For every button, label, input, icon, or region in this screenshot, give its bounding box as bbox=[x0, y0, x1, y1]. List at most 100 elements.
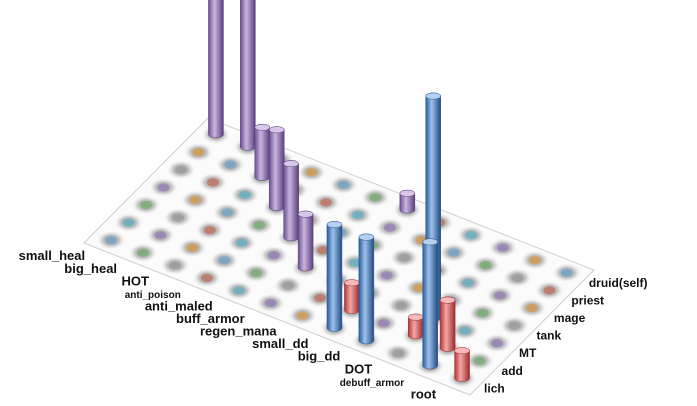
x-tick-label: anti_maled bbox=[145, 298, 213, 313]
bar-body bbox=[254, 123, 271, 181]
bar-top bbox=[268, 126, 285, 134]
grid-cell-dot bbox=[171, 213, 184, 222]
x-tick-label: HOT bbox=[121, 273, 149, 288]
bar-top bbox=[422, 238, 438, 246]
grid-cell-dot bbox=[232, 286, 245, 295]
grid-cell-dot bbox=[218, 256, 231, 265]
grid-cell-dot bbox=[105, 236, 118, 245]
bar-top bbox=[407, 313, 424, 321]
grid-cell-dot bbox=[447, 248, 460, 257]
bar-cylinder bbox=[399, 189, 416, 214]
bar-cylinder bbox=[344, 279, 360, 314]
grid-cell-dot bbox=[337, 180, 350, 190]
bar-top bbox=[344, 279, 360, 287]
grid-cell-dot bbox=[157, 183, 170, 192]
grid-cell-dot bbox=[465, 230, 478, 240]
x-tick-label: anti_poison bbox=[125, 290, 181, 301]
grid-cell-dot bbox=[494, 291, 507, 300]
x-tick-label: big_dd bbox=[298, 349, 341, 364]
y-tick-label: add bbox=[502, 364, 523, 378]
grid-cell-dot bbox=[497, 243, 510, 252]
grid-cell-dot bbox=[253, 220, 266, 230]
grid-cell-dot bbox=[203, 225, 216, 235]
bar-body bbox=[326, 221, 343, 332]
y-tick-label: priest bbox=[571, 293, 604, 307]
bar-cylinder bbox=[208, 0, 224, 139]
grid-cell-dot bbox=[412, 283, 425, 293]
bar-body bbox=[283, 160, 299, 242]
grid-cell-dot bbox=[140, 200, 153, 210]
grid-cell-dot bbox=[508, 321, 521, 330]
grid-cell-dot bbox=[459, 326, 472, 335]
grid-cell-dot bbox=[511, 273, 524, 283]
grid-cell-dot bbox=[462, 278, 475, 288]
grid-cell-dot bbox=[317, 246, 330, 255]
bar-group bbox=[208, 0, 470, 382]
bar-body bbox=[422, 238, 438, 370]
bar-body bbox=[268, 126, 285, 211]
grid-cell-dot bbox=[186, 243, 199, 252]
bar-body bbox=[297, 210, 314, 272]
grid-cell-dot bbox=[267, 251, 280, 260]
x-tick-label: buff_armor bbox=[176, 311, 245, 326]
grid-cell-dot bbox=[479, 261, 492, 270]
bar-top bbox=[326, 221, 343, 229]
grid-cell-dot bbox=[476, 308, 489, 318]
bar-cylinder bbox=[439, 296, 456, 352]
grid-cell-dot bbox=[377, 318, 390, 328]
y-tick-label: lich bbox=[484, 381, 505, 395]
grid-cell-dot bbox=[528, 256, 541, 265]
grid-cell-dot bbox=[221, 208, 234, 217]
y-tick-label: druid(self) bbox=[589, 276, 648, 290]
bar-cylinder bbox=[407, 313, 424, 340]
y-tick-label: MT bbox=[519, 346, 537, 360]
x-tick-label: regen_mana bbox=[200, 324, 277, 339]
y-tick-label: tank bbox=[536, 329, 561, 343]
bar-top bbox=[454, 347, 470, 355]
x-tick-label: debuff_armor bbox=[340, 378, 405, 389]
bar-top bbox=[439, 296, 456, 304]
grid-cell-dot bbox=[380, 271, 393, 280]
grid-cell-dot bbox=[525, 303, 538, 313]
grid-cell-dot bbox=[473, 356, 486, 366]
grid-cell-dot bbox=[137, 248, 150, 257]
grid-cell-dot bbox=[175, 165, 188, 175]
bar-cylinder bbox=[422, 238, 438, 370]
bar-body bbox=[240, 0, 256, 151]
x-tick-label: root bbox=[411, 386, 437, 401]
grid-cell-dot bbox=[543, 286, 556, 295]
grid-cell-dot bbox=[369, 193, 382, 202]
grid-cell-dot bbox=[192, 147, 205, 157]
grid-cell-dot bbox=[560, 268, 573, 277]
bar-cylinder bbox=[326, 221, 343, 332]
bar-cylinder bbox=[454, 347, 470, 382]
bar-cylinder bbox=[283, 160, 299, 242]
x-tick-label: big_heal bbox=[64, 261, 117, 276]
bar-top bbox=[358, 233, 375, 241]
bar-body bbox=[439, 296, 456, 352]
grid-cell-dot bbox=[238, 190, 251, 200]
grid-cell-dot bbox=[383, 223, 396, 232]
grid-cell-dot bbox=[154, 230, 167, 240]
grid-cell-dot bbox=[122, 218, 135, 227]
x-tick-label: small_heal bbox=[19, 248, 86, 263]
grid-cell-dot bbox=[305, 168, 318, 177]
bar-cylinder bbox=[268, 126, 285, 211]
grid-cell-dot bbox=[395, 301, 408, 310]
grid-cell-dot bbox=[282, 281, 295, 290]
bar-cylinder bbox=[358, 233, 375, 345]
bar-body bbox=[208, 0, 224, 139]
grid-cell-dot bbox=[490, 338, 503, 348]
bar-cylinder bbox=[297, 210, 314, 272]
grid-cell-dot bbox=[235, 238, 248, 247]
y-tick-label: mage bbox=[554, 311, 586, 325]
bar-body bbox=[358, 233, 375, 345]
x-tick-label: small_dd bbox=[252, 336, 308, 351]
grid-cell-dot bbox=[206, 178, 219, 187]
grid-cell-dot bbox=[168, 261, 181, 270]
bar-top bbox=[283, 160, 299, 168]
bar-top bbox=[399, 189, 416, 197]
grid-cell-dot bbox=[250, 268, 263, 278]
